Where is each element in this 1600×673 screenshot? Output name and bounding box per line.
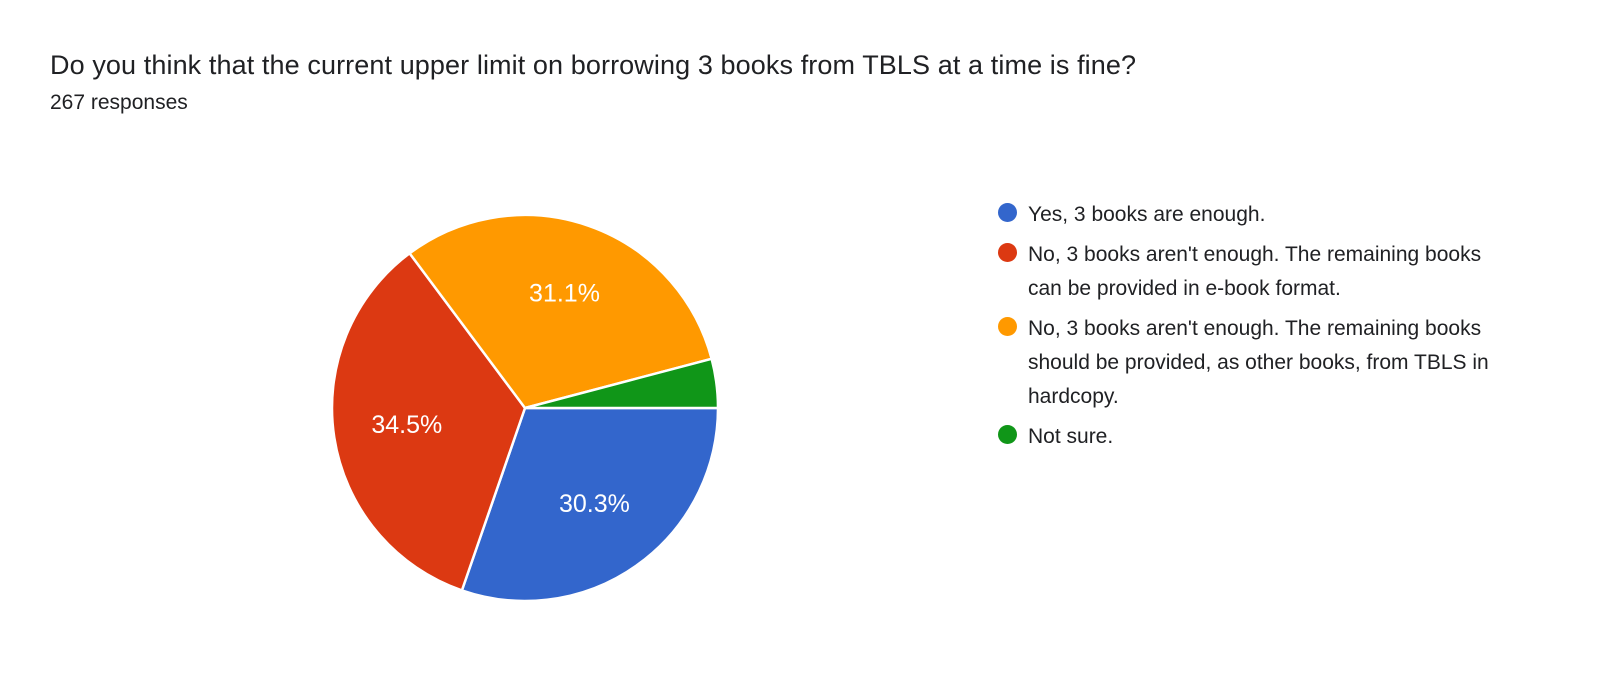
- legend-item[interactable]: No, 3 books aren't enough. The remaining…: [998, 312, 1518, 414]
- legend-item-label: Yes, 3 books are enough.: [1028, 203, 1266, 226]
- pie-slice[interactable]: [524, 357, 720, 410]
- pie-chart-svg: 30.3% 34.5% 31.1%: [330, 213, 720, 603]
- legend-color-swatch-icon: [998, 243, 1017, 262]
- chart-legend: Yes, 3 books are enough. No, 3 books aren…: [998, 198, 1518, 460]
- legend-item[interactable]: Not sure.: [998, 420, 1518, 454]
- legend-color-swatch-icon: [998, 317, 1017, 336]
- legend-item-label: Not sure.: [1028, 425, 1114, 448]
- pie-label-group: 30.3% 34.5% 31.1%: [371, 280, 629, 519]
- pie-chart: 30.3% 34.5% 31.1%: [280, 190, 780, 610]
- pie-slice[interactable]: [330, 251, 527, 592]
- legend-item[interactable]: No, 3 books aren't enough. The remaining…: [998, 238, 1518, 306]
- pie-slice-group: [330, 213, 720, 603]
- pie-slice-label: 31.1%: [529, 280, 600, 308]
- page-title: Do you think that the current upper limi…: [50, 50, 1137, 80]
- pie-slice[interactable]: [460, 406, 720, 603]
- legend-color-swatch-icon: [998, 203, 1017, 222]
- legend-item-label: No, 3 books aren't enough. The remaining…: [1028, 243, 1482, 300]
- legend-item-label: No, 3 books aren't enough. The remaining…: [1028, 317, 1489, 408]
- pie-slice[interactable]: [407, 213, 714, 410]
- pie-slice-label: 34.5%: [371, 411, 442, 439]
- legend-item[interactable]: Yes, 3 books are enough.: [998, 198, 1518, 232]
- legend-color-swatch-icon: [998, 425, 1017, 444]
- chart-body: 30.3% 34.5% 31.1% Yes, 3 books are enough.…: [0, 150, 1600, 670]
- chart-header: Do you think that the current upper limi…: [50, 48, 1510, 116]
- pie-slice-label: 30.3%: [559, 490, 630, 518]
- response-count: 267 responses: [50, 91, 188, 114]
